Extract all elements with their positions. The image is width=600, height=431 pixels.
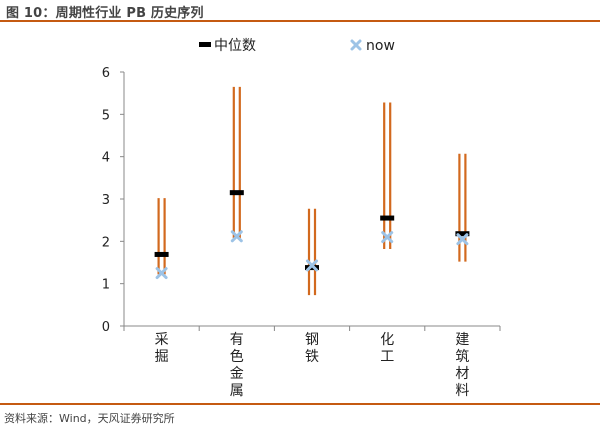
y-tick-label: 4 xyxy=(102,151,110,166)
legend-now-label: now xyxy=(366,38,395,54)
range-line-5 xyxy=(458,153,467,262)
legend-now-marker xyxy=(350,39,362,51)
range-line-3 xyxy=(307,208,317,296)
legend: 中位数 now xyxy=(199,38,395,54)
now-marker-1 xyxy=(155,267,168,280)
now-marker-5 xyxy=(456,233,469,246)
y-tick-label: 0 xyxy=(102,320,110,335)
median-marker-1 xyxy=(154,251,169,257)
median-marker-2 xyxy=(229,190,244,196)
y-axis: 0 1 2 3 4 5 6 xyxy=(102,66,125,335)
range-line-2 xyxy=(232,86,241,238)
median-marker-5 xyxy=(455,231,470,237)
y-tick-label: 3 xyxy=(102,193,110,208)
y-tick-label: 2 xyxy=(102,235,110,250)
title-rule xyxy=(0,20,600,22)
range-line-1 xyxy=(157,198,166,275)
source-note: 资料来源：Wind，天风证券研究所 xyxy=(4,412,175,425)
median-marker-4 xyxy=(380,215,395,221)
now-marker-2 xyxy=(230,230,243,243)
x-category-label: 建筑材料 xyxy=(455,332,470,399)
x-category-label: 采掘 xyxy=(154,332,169,365)
now-marker-3 xyxy=(306,259,318,272)
y-tick-label: 6 xyxy=(102,66,110,81)
footer-rule xyxy=(0,403,600,405)
median-markers xyxy=(154,190,470,271)
range-lines xyxy=(157,86,467,296)
legend-median-label: 中位数 xyxy=(214,38,256,54)
figure-title: 图 10：周期性行业 PB 历史序列 xyxy=(6,6,204,21)
legend-median-marker xyxy=(199,42,211,47)
range-line-4 xyxy=(383,102,392,249)
x-category-label: 有色金属 xyxy=(229,332,244,399)
y-tick-label: 1 xyxy=(102,278,110,293)
legend-now-x xyxy=(350,39,362,51)
y-tick-label: 5 xyxy=(102,108,110,123)
x-axis xyxy=(123,325,501,331)
now-marker-4 xyxy=(381,231,394,244)
now-markers xyxy=(155,230,469,280)
x-category-label: 钢铁 xyxy=(305,332,319,365)
x-category-label: 化工 xyxy=(380,332,395,365)
